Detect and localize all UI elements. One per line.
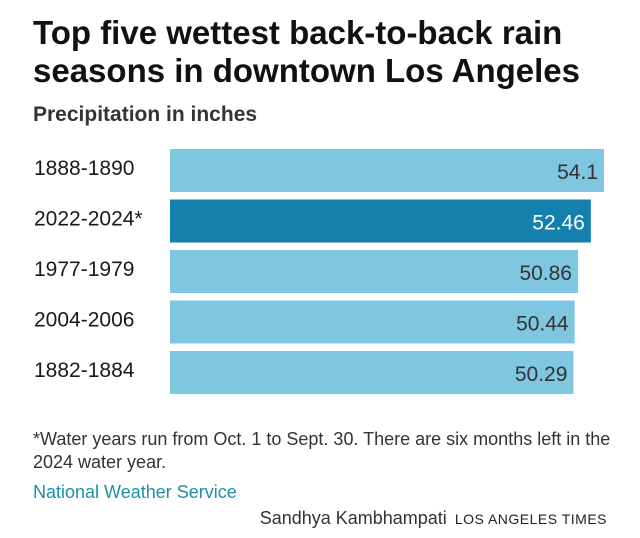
value-label: 50.44 xyxy=(516,313,569,336)
bar-1888-1890 xyxy=(170,149,604,192)
category-label: 2004-2006 xyxy=(34,309,134,332)
category-label: 1977-1979 xyxy=(34,258,134,281)
bar-1882-1884 xyxy=(170,351,574,394)
bar-chart: 1888-1890 54.1 2022-2024* 52.46 1977-1979 50.… xyxy=(34,149,604,394)
chart-title: Top five wettest back-to-back rain seaso… xyxy=(33,14,581,89)
value-label: 50.86 xyxy=(519,262,572,285)
publication-name: LOS ANGELES TIMES xyxy=(454,511,607,527)
chart-subtitle: Precipitation in inches xyxy=(33,103,258,126)
category-label: 1882-1884 xyxy=(34,359,135,382)
category-label: 1888-1890 xyxy=(34,157,134,180)
value-label: 52.46 xyxy=(532,212,585,235)
bar-2022-2024 xyxy=(170,199,591,243)
author-name: Sandhya Kambhampati xyxy=(259,508,447,528)
byline: Sandhya Kambhampati LOS ANGELES TIMES xyxy=(260,508,607,529)
footnote: *Water years run from Oct. 1 to Sept. 30… xyxy=(33,429,611,472)
bar-1977-1979 xyxy=(170,250,579,293)
source-credit: National Weather Service xyxy=(33,482,237,502)
bar-2004-2006 xyxy=(170,300,575,344)
category-label: 2022-2024* xyxy=(34,208,143,231)
value-label: 50.29 xyxy=(515,363,568,386)
value-label: 54.1 xyxy=(557,161,598,184)
